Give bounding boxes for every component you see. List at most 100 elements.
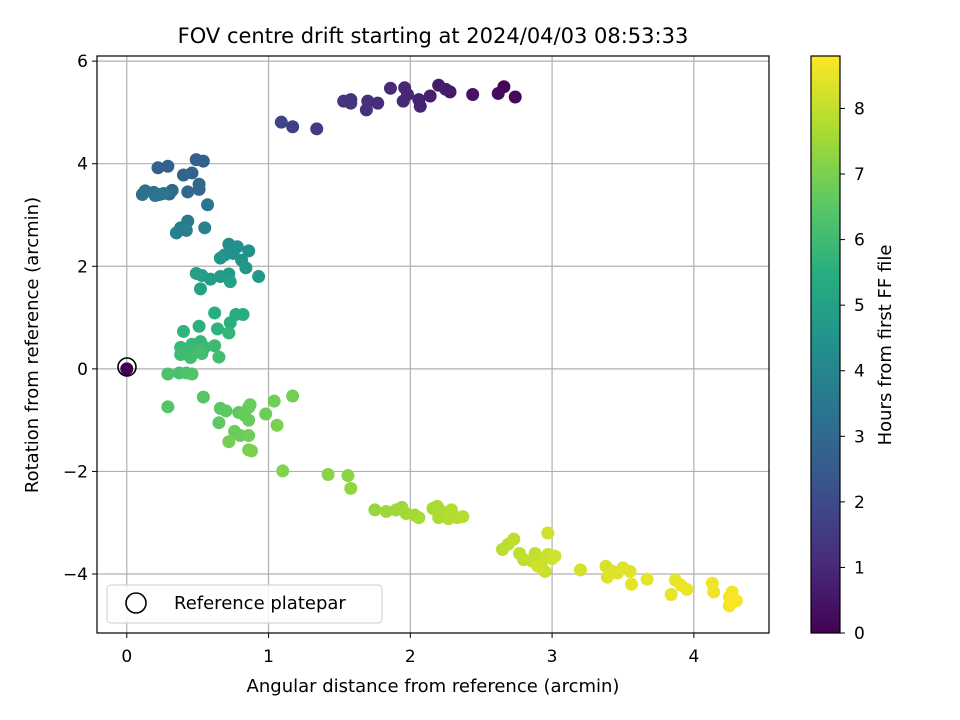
x-axis-label: Angular distance from reference (arcmin) <box>247 676 620 697</box>
y-tick-label: −4 <box>63 565 88 585</box>
data-point <box>321 468 335 482</box>
data-point <box>423 89 437 103</box>
x-tick-label: 1 <box>263 647 274 667</box>
data-point <box>242 413 256 427</box>
data-point <box>456 510 470 524</box>
legend-box <box>106 584 383 624</box>
data-point <box>201 198 215 212</box>
data-point <box>208 339 222 353</box>
data-point <box>259 407 273 421</box>
data-point <box>310 122 324 136</box>
data-point <box>371 96 385 110</box>
data-point <box>189 153 203 167</box>
colorbar-tick-label: 8 <box>854 99 865 119</box>
legend: Reference platepar <box>106 584 383 624</box>
data-point <box>179 223 193 237</box>
data-point <box>267 394 281 408</box>
data-point <box>252 270 266 284</box>
data-point <box>157 186 171 200</box>
data-point <box>211 322 225 336</box>
reference-data-point <box>120 362 134 376</box>
data-point <box>243 398 257 412</box>
chart-title: FOV centre drift starting at 2024/04/03 … <box>178 24 689 48</box>
data-point <box>412 511 426 525</box>
colorbar-tick-label: 0 <box>854 624 865 644</box>
data-point <box>508 90 522 104</box>
data-point <box>491 86 505 100</box>
y-tick-label: 0 <box>77 360 88 380</box>
data-point <box>396 94 410 108</box>
x-tick-label: 3 <box>547 647 558 667</box>
data-point <box>161 367 175 381</box>
data-point <box>208 306 222 320</box>
x-axis-ticks: 0 1 2 3 4 <box>121 633 699 667</box>
data-point <box>195 346 209 360</box>
colorbar-gradient <box>810 55 841 634</box>
y-tick-label: −2 <box>63 462 88 482</box>
x-tick-label: 0 <box>121 647 132 667</box>
data-point <box>344 481 358 495</box>
data-point <box>368 503 382 517</box>
data-point <box>274 115 288 129</box>
legend-marker-reference <box>125 592 147 614</box>
data-point <box>196 390 210 404</box>
data-point <box>161 400 175 414</box>
data-point <box>192 182 206 196</box>
data-point <box>344 96 358 110</box>
data-point <box>507 532 521 546</box>
data-point <box>176 324 190 338</box>
data-point <box>176 168 190 182</box>
data-point <box>223 316 237 330</box>
data-point <box>276 464 290 478</box>
data-point <box>223 275 237 289</box>
colorbar-tick-label: 4 <box>854 362 865 382</box>
data-points <box>120 78 743 613</box>
data-point <box>181 185 195 199</box>
data-point <box>161 159 175 173</box>
colorbar-tick-label: 2 <box>854 493 865 513</box>
y-axis-ticks: −4 −2 0 2 4 6 <box>63 52 97 585</box>
data-point <box>379 504 393 518</box>
data-point <box>623 564 637 578</box>
data-point <box>239 261 253 275</box>
data-point <box>548 549 562 563</box>
data-point <box>212 350 226 364</box>
data-point <box>573 563 587 577</box>
data-point <box>270 418 284 432</box>
data-point <box>219 404 233 418</box>
y-tick-label: 6 <box>77 52 88 72</box>
data-point <box>600 570 614 584</box>
data-point <box>151 161 165 175</box>
data-point <box>439 82 453 96</box>
data-point <box>193 282 207 296</box>
data-point <box>286 389 300 403</box>
plot-frame <box>96 55 770 634</box>
colorbar-tick-label: 5 <box>854 296 865 316</box>
data-point <box>359 103 373 117</box>
y-tick-label: 2 <box>77 257 88 277</box>
data-point <box>242 429 256 443</box>
data-point <box>680 582 694 596</box>
colorbar-tick-label: 1 <box>854 558 865 578</box>
data-point <box>541 526 555 540</box>
data-point <box>212 416 226 430</box>
data-point <box>242 244 256 258</box>
colorbar-tick-label: 7 <box>854 165 865 185</box>
data-point <box>222 326 236 340</box>
x-tick-label: 4 <box>688 647 699 667</box>
x-tick-label: 2 <box>405 647 416 667</box>
colorbar-ticks: 0 1 2 3 4 5 6 7 8 <box>840 99 865 644</box>
colorbar-label: Hours from first FF file <box>875 245 896 446</box>
data-point <box>189 266 203 280</box>
data-point <box>640 572 654 586</box>
data-point <box>724 593 738 607</box>
data-point <box>169 226 183 240</box>
data-point <box>222 435 236 449</box>
colorbar-tick-label: 3 <box>854 427 865 447</box>
data-point <box>198 221 212 235</box>
data-point <box>135 187 149 201</box>
data-point <box>184 351 198 365</box>
data-point <box>707 585 721 599</box>
